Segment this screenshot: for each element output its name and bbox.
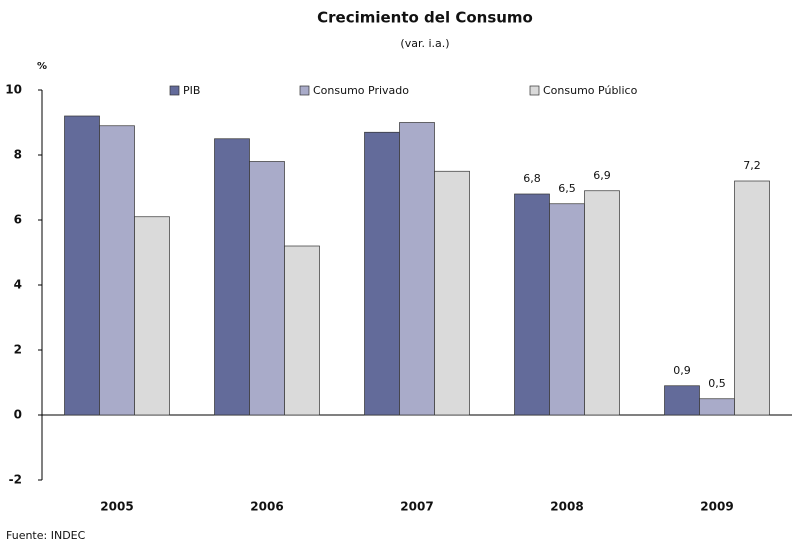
y-tick-label: 10 <box>5 83 22 97</box>
legend-swatch <box>529 85 540 96</box>
bar <box>664 385 700 416</box>
x-tick-label: 2006 <box>250 500 283 514</box>
y-tick-label: 0 <box>14 408 22 422</box>
chart-title: Crecimiento del Consumo <box>317 9 533 27</box>
bar <box>99 125 135 416</box>
bar <box>214 138 250 416</box>
bar <box>434 170 470 416</box>
value-label: 6,5 <box>558 182 576 195</box>
value-label: 6,9 <box>593 169 611 182</box>
value-label: 7,2 <box>743 159 761 172</box>
bar <box>64 115 100 416</box>
legend-swatch <box>169 85 180 96</box>
chart-subtitle: (var. i.a.) <box>400 37 449 50</box>
bar <box>734 180 770 416</box>
bar <box>549 203 585 416</box>
legend-label: Consumo Público <box>543 84 638 97</box>
legend-label: Consumo Privado <box>313 84 409 97</box>
y-axis-label: % <box>37 61 47 72</box>
value-label: 6,8 <box>523 172 541 185</box>
y-tick-label: 8 <box>14 148 22 162</box>
value-label: 0,9 <box>673 364 691 377</box>
legend-swatch <box>299 85 310 96</box>
bar <box>514 193 550 416</box>
bar <box>249 161 285 416</box>
x-tick-label: 2007 <box>400 500 433 514</box>
legend-label: PIB <box>183 84 200 97</box>
bar <box>399 122 435 416</box>
y-tick-label: 6 <box>14 213 22 227</box>
x-tick-label: 2009 <box>700 500 733 514</box>
bar <box>584 190 620 416</box>
value-label: 0,5 <box>708 377 726 390</box>
y-tick-label: -2 <box>9 473 22 487</box>
bar <box>284 245 320 416</box>
bar <box>699 398 735 416</box>
bar <box>134 216 170 416</box>
x-tick-label: 2005 <box>100 500 133 514</box>
x-tick-label: 2008 <box>550 500 583 514</box>
y-tick-label: 2 <box>14 343 22 357</box>
bar <box>364 131 400 416</box>
source-note: Fuente: INDEC <box>6 529 86 542</box>
y-tick-label: 4 <box>14 278 22 292</box>
